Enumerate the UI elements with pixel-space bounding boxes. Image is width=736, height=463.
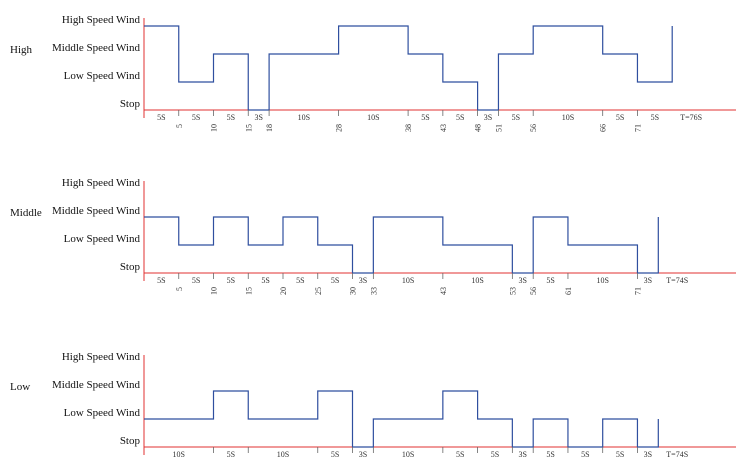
time-tick-label: 28 — [335, 124, 344, 132]
time-tick-label: 18 — [265, 124, 274, 132]
segment-duration-label: 5S — [227, 450, 235, 459]
segment-duration-label: 5S — [421, 113, 429, 122]
segment-duration-label: 3S — [254, 113, 262, 122]
time-tick-label: 71 — [633, 287, 642, 295]
time-tick-label: 51 — [494, 124, 503, 132]
speed-waveform — [144, 25, 673, 111]
segment-duration-label: 10S — [173, 450, 185, 459]
time-tick-label: 66 — [599, 124, 608, 132]
segment-duration-label: 5S — [616, 113, 624, 122]
segment-duration-label: 5S — [227, 276, 235, 285]
level-label: High Speed Wind — [62, 177, 141, 189]
segment-duration-label: 5S — [192, 113, 200, 122]
time-tick-label: 33 — [369, 287, 378, 295]
level-label: Stop — [120, 261, 141, 273]
segment-duration-label: 5S — [651, 113, 659, 122]
time-tick-label: 15 — [244, 124, 253, 132]
segment-duration-label: 5S — [456, 113, 464, 122]
segment-duration-label: 10S — [298, 113, 310, 122]
level-label: Stop — [120, 98, 141, 110]
time-tick-label: 38 — [404, 124, 413, 132]
time-tick-label: 71 — [633, 124, 642, 132]
mode-label: Low — [10, 381, 30, 393]
level-label: Middle Speed Wind — [52, 379, 140, 391]
time-tick-label: 56 — [529, 287, 538, 295]
time-tick-label: 61 — [564, 287, 573, 295]
time-tick-label: 15 — [244, 287, 253, 295]
segment-duration-label: 3S — [644, 450, 652, 459]
mode-label: High — [10, 44, 33, 56]
segment-duration-label: 10S — [596, 276, 608, 285]
time-tick-label: 43 — [439, 124, 448, 132]
level-label: Low Speed Wind — [64, 70, 141, 82]
level-label: High Speed Wind — [62, 351, 141, 363]
segment-duration-label: 5S — [227, 113, 235, 122]
segment-duration-label: 5S — [546, 276, 554, 285]
speed-waveform — [144, 390, 659, 448]
segment-duration-label: 5S — [296, 276, 304, 285]
segment-duration-label: 5S — [331, 450, 339, 459]
level-label: Middle Speed Wind — [52, 205, 140, 217]
segment-duration-label: 5S — [456, 450, 464, 459]
segment-duration-label: 10S — [562, 113, 574, 122]
total-period-label: T=74S — [666, 450, 688, 459]
time-tick-label: 10 — [210, 287, 219, 295]
segment-duration-label: 5S — [581, 450, 589, 459]
time-tick-label: 43 — [439, 287, 448, 295]
segment-duration-label: 3S — [484, 113, 492, 122]
level-label: Middle Speed Wind — [52, 42, 140, 54]
speed-waveform — [144, 216, 659, 274]
time-tick-label: 53 — [508, 287, 517, 295]
segment-duration-label: 3S — [359, 276, 367, 285]
segment-duration-label: 5S — [616, 450, 624, 459]
level-label: Stop — [120, 435, 141, 447]
segment-duration-label: 5S — [546, 450, 554, 459]
segment-duration-label: 5S — [512, 113, 520, 122]
segment-duration-label: 5S — [491, 450, 499, 459]
time-tick-label: 30 — [349, 287, 358, 295]
segment-duration-label: 3S — [359, 450, 367, 459]
time-tick-label: 10 — [210, 124, 219, 132]
time-tick-label: 5 — [175, 124, 184, 128]
segment-duration-label: 3S — [644, 276, 652, 285]
level-label: Low Speed Wind — [64, 407, 141, 419]
segment-duration-label: 10S — [402, 450, 414, 459]
time-tick-label: 5 — [175, 287, 184, 291]
segment-duration-label: 10S — [402, 276, 414, 285]
segment-duration-label: 5S — [192, 276, 200, 285]
mode-label: Middle — [10, 207, 42, 219]
level-label: High Speed Wind — [62, 14, 141, 26]
time-tick-label: 56 — [529, 124, 538, 132]
segment-duration-label: 5S — [157, 276, 165, 285]
segment-duration-label: 10S — [277, 450, 289, 459]
segment-duration-label: 10S — [471, 276, 483, 285]
total-period-label: T=74S — [666, 276, 688, 285]
total-period-label: T=76S — [680, 113, 702, 122]
segment-duration-label: 5S — [157, 113, 165, 122]
segment-duration-label: 5S — [331, 276, 339, 285]
segment-duration-label: 3S — [519, 276, 527, 285]
time-tick-label: 48 — [474, 124, 483, 132]
level-label: Low Speed Wind — [64, 233, 141, 245]
time-tick-label: 20 — [279, 287, 288, 295]
segment-duration-label: 3S — [519, 450, 527, 459]
segment-duration-label: 10S — [367, 113, 379, 122]
segment-duration-label: 5S — [261, 276, 269, 285]
time-tick-label: 25 — [314, 287, 323, 295]
